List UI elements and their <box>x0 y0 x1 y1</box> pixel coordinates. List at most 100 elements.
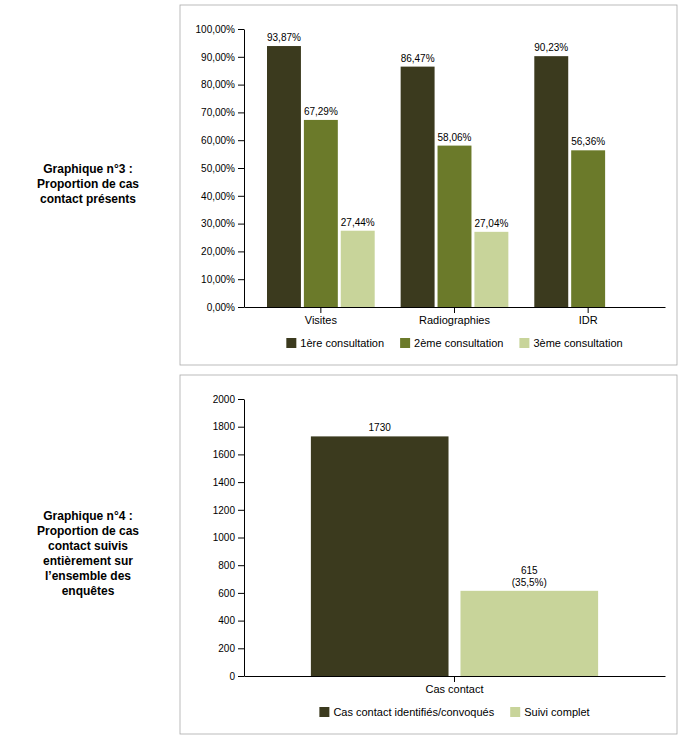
x-tick-label: Radiographies <box>419 314 490 326</box>
y-tick: 400 <box>218 615 244 626</box>
title-line: Graphique n°3 : <box>43 162 132 176</box>
y-tick-mark <box>238 621 244 622</box>
y-tick-mark <box>238 510 244 511</box>
y-tick-mark <box>238 112 244 113</box>
bars <box>267 46 605 307</box>
y-tick-mark <box>238 168 244 169</box>
legend-item: 3ème consultation <box>519 337 622 349</box>
y-tick-mark <box>238 399 244 400</box>
y-tick-label: 50,00% <box>201 163 235 174</box>
y-tick: 800 <box>218 560 244 571</box>
y-tick: 70,00% <box>201 107 244 118</box>
bar <box>534 56 568 307</box>
y-tick-mark <box>238 196 244 197</box>
y-tick: 50,00% <box>201 163 244 174</box>
data-label: 615(35,5%) <box>512 565 547 588</box>
title-line: l’ensemble des <box>45 569 131 583</box>
y-tick-mark <box>238 648 244 649</box>
y-tick: 0 <box>229 671 244 682</box>
bar <box>304 120 338 307</box>
legend-item: Suivi complet <box>510 706 589 718</box>
y-tick-mark <box>238 279 244 280</box>
x-tick: IDR <box>579 307 598 326</box>
data-label: 58,06% <box>438 132 472 143</box>
legend-item: 2ème consultation <box>400 337 503 349</box>
y-tick-label: 400 <box>218 615 235 626</box>
y-tick-label: 1000 <box>213 532 236 543</box>
y-tick-mark <box>238 29 244 30</box>
y-tick: 40,00% <box>201 191 244 202</box>
y-tick-label: 600 <box>218 588 235 599</box>
y-tick: 1600 <box>213 449 244 460</box>
chart-panel: Graphique n°3 :Proportion de cascontact … <box>37 5 677 365</box>
x-tick: Visites <box>305 307 338 326</box>
data-label-line: 615 <box>521 565 538 576</box>
legend-label: Suivi complet <box>524 706 589 718</box>
chart-title: Graphique n°3 :Proportion de cascontact … <box>37 162 139 206</box>
y-tick-label: 40,00% <box>201 191 235 202</box>
bar <box>267 46 301 307</box>
legend: Cas contact identifiés/convoqués Suivi co… <box>319 706 589 718</box>
bar <box>311 436 449 676</box>
data-label: 67,29% <box>304 106 338 117</box>
y-tick-mark <box>238 538 244 539</box>
chart-panel: Graphique n°4 :Proportion de cascontact … <box>37 375 677 734</box>
y-tick-mark <box>238 307 244 308</box>
data-label: 1730 <box>369 422 392 433</box>
y-tick-label: 10,00% <box>201 274 235 285</box>
y-tick-label: 1200 <box>213 505 236 516</box>
chart-title: Graphique n°4 :Proportion de cascontact … <box>37 509 139 598</box>
x-tick-mark <box>320 307 321 313</box>
y-tick-mark <box>238 482 244 483</box>
x-tick-label: IDR <box>579 314 598 326</box>
y-tick: 2000 <box>213 394 244 405</box>
y-tick-label: 90,00% <box>201 52 235 63</box>
y-tick: 200 <box>218 643 244 654</box>
data-label-line: 27,44% <box>341 217 375 228</box>
title-line: entièrement sur <box>43 554 133 568</box>
y-tick-mark <box>238 224 244 225</box>
x-tick-mark <box>454 307 455 313</box>
data-label: 93,87% <box>267 32 301 43</box>
legend-swatch <box>519 338 529 348</box>
y-tick-mark <box>238 676 244 677</box>
x-tick: Cas contact <box>425 676 483 695</box>
y-tick: 80,00% <box>201 79 244 90</box>
data-labels: 93,87%86,47%90,23%67,29%58,06%56,36%27,4… <box>267 32 605 229</box>
data-label-line: 90,23% <box>534 42 568 53</box>
data-label-line: 58,06% <box>438 132 472 143</box>
x-axis: Visites Radiographies IDR <box>245 307 666 326</box>
bar <box>401 67 435 307</box>
data-label-line: 1730 <box>369 422 392 433</box>
legend-item: Cas contact identifiés/convoqués <box>319 706 494 718</box>
y-tick-mark <box>238 85 244 86</box>
title-line: enquêtes <box>62 584 115 598</box>
y-tick-mark <box>238 251 244 252</box>
data-label-line: 86,47% <box>401 53 435 64</box>
panel-frame <box>180 375 677 734</box>
bar <box>474 232 508 307</box>
legend-label: Cas contact identifiés/convoqués <box>333 706 494 718</box>
y-tick-label: 60,00% <box>201 135 235 146</box>
y-axis-line <box>244 400 245 677</box>
legend-swatch <box>319 707 329 717</box>
y-tick-label: 1400 <box>213 477 236 488</box>
chart-canvas: Graphique n°3 :Proportion de cascontact … <box>0 0 682 739</box>
legend: 1ère consultation2ème consultation3ème c… <box>286 337 622 349</box>
y-tick: 10,00% <box>201 274 244 285</box>
y-tick-label: 0 <box>229 671 235 682</box>
y-tick-mark <box>238 593 244 594</box>
y-tick: 1800 <box>213 421 244 432</box>
y-tick-mark <box>238 454 244 455</box>
legend-swatch <box>510 707 520 717</box>
x-tick-label: Cas contact <box>425 683 483 695</box>
y-tick: 1400 <box>213 477 244 488</box>
title-line: contact suivis <box>48 539 128 553</box>
legend-swatch <box>400 338 410 348</box>
y-tick: 600 <box>218 588 244 599</box>
y-tick-label: 100,00% <box>196 24 236 35</box>
y-tick-label: 30,00% <box>201 218 235 229</box>
title-line: contact présents <box>40 192 136 206</box>
y-tick-label: 1800 <box>213 421 236 432</box>
legend-label: 2ème consultation <box>414 337 503 349</box>
